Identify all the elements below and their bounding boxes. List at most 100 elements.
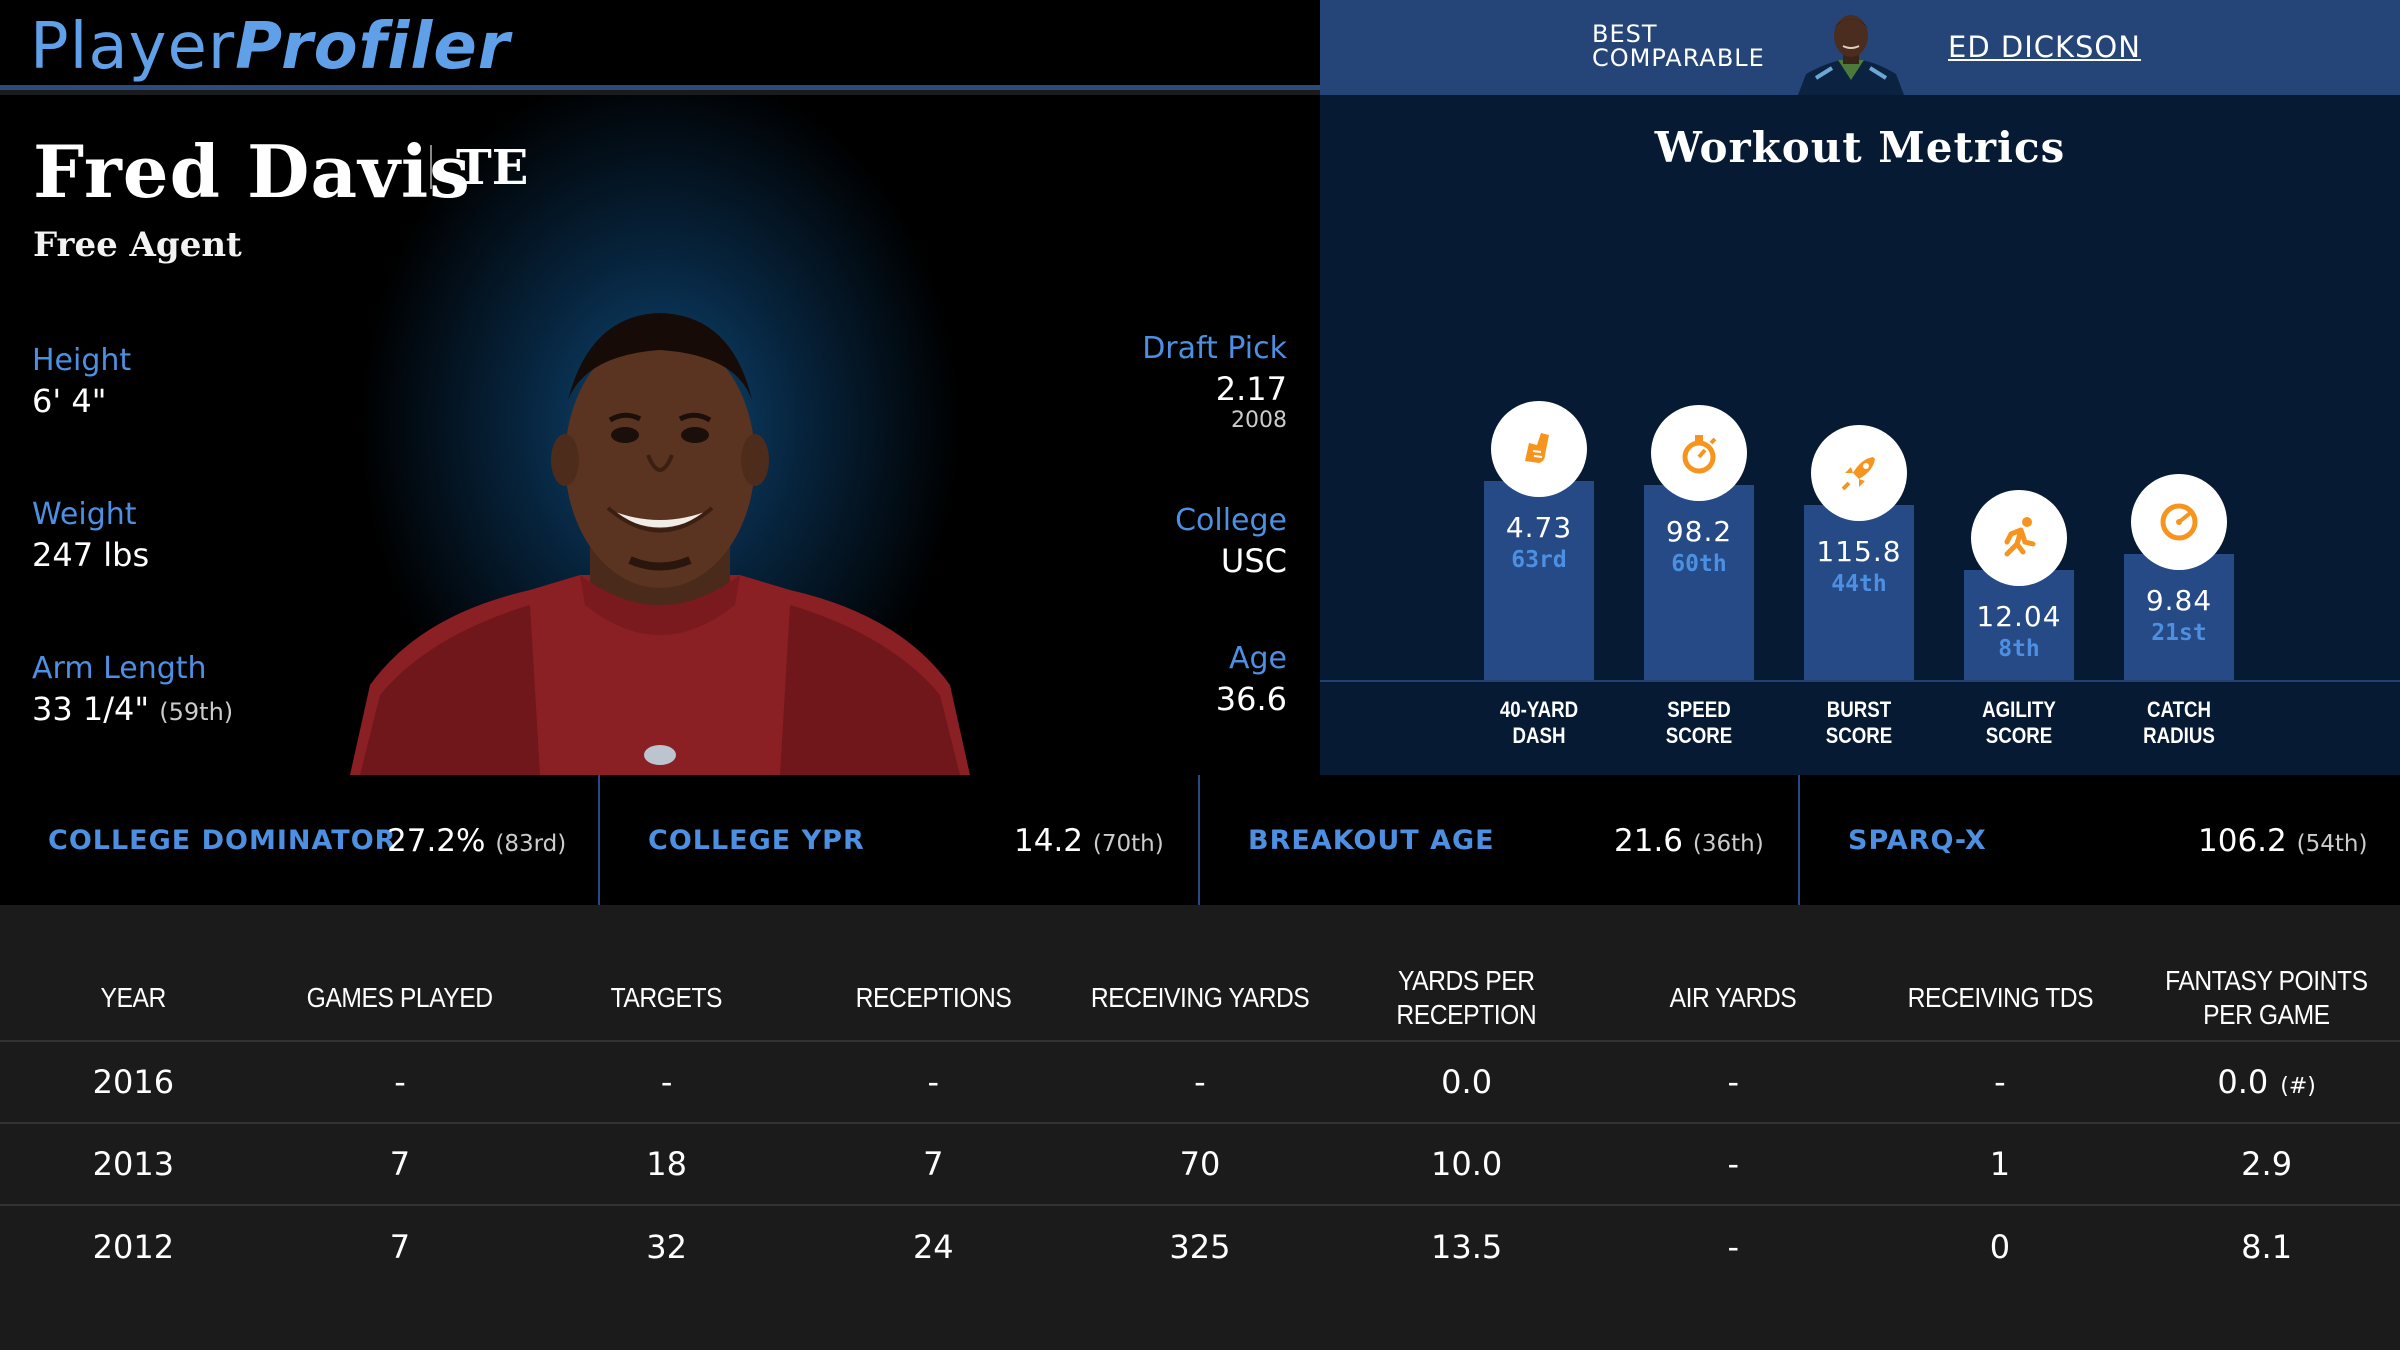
metric-percentile: (36th) <box>1693 831 1764 857</box>
column-header-year[interactable]: YEAR <box>0 905 267 1041</box>
metric-value-wrap: 21.6 (36th) <box>1614 823 1764 859</box>
table-row: 2012 7 32 24 325 13.5 - 0 8.1 <box>0 1205 2400 1287</box>
workout-bar-label: BURST SCORE <box>1791 697 1927 749</box>
metric-percentile: (83rd) <box>495 831 566 857</box>
position-divider <box>430 145 432 189</box>
table-cell: - <box>1600 1205 1867 1287</box>
age-stat: Age 36.6 <box>1216 641 1287 718</box>
workout-bar-rank: 44th <box>1804 571 1914 597</box>
metric-college-ypr[interactable]: COLLEGE YPR 14.2 (70th) <box>600 775 1200 905</box>
workout-bar-label-line2: RADIUS <box>2111 723 2247 749</box>
workout-bar-value: 12.04 <box>1964 600 2074 633</box>
column-header-games-played[interactable]: GAMES PLAYED <box>267 905 534 1041</box>
metric-percentile: (70th) <box>1093 831 1164 857</box>
player-position: TE <box>456 140 528 196</box>
column-header-receiving-tds[interactable]: RECEIVING TDS <box>1867 905 2134 1041</box>
college-label: College <box>1175 503 1287 538</box>
workout-bar-label-line2: DASH <box>1471 723 1607 749</box>
column-header-receptions[interactable]: RECEPTIONS <box>800 905 1067 1041</box>
column-header-receiving-yards[interactable]: RECEIVING YARDS <box>1067 905 1334 1041</box>
column-header-fantasy-points-per-game[interactable]: FANTASY POINTS PER GAME <box>2133 905 2400 1041</box>
workout-bar-label-line1: BURST <box>1791 697 1927 723</box>
table-cell-value: 0.0 <box>2217 1063 2268 1101</box>
table-cell: 2013 <box>0 1123 267 1205</box>
workout-bar-label: CATCH RADIUS <box>2111 697 2247 749</box>
runner-icon <box>1971 490 2067 586</box>
draft-pick-label: Draft Pick <box>1142 331 1287 366</box>
weight-value: 247 lbs <box>32 536 149 574</box>
running-shoe-icon <box>1491 401 1587 497</box>
player-team: Free Agent <box>33 225 242 265</box>
workout-bar-label-line2: SCORE <box>1951 723 2087 749</box>
table-cell: 0.0 <box>1333 1041 1600 1123</box>
gauge-icon <box>2131 474 2227 570</box>
fantasy-footnote-link[interactable]: (#) <box>2280 1074 2316 1099</box>
best-comparable-player-link[interactable]: ED DICKSON <box>1948 30 2141 64</box>
workout-bar-label-line1: SPEED <box>1631 697 1767 723</box>
workout-bar-label-line1: 40-YARD <box>1471 697 1607 723</box>
table-cell: 70 <box>1067 1123 1334 1205</box>
logo-word-player: Player <box>30 10 235 84</box>
workout-bar-label-line1: AGILITY <box>1951 697 2087 723</box>
season-stats-table: YEAR GAMES PLAYED TARGETS RECEPTIONS REC… <box>0 905 2400 1350</box>
player-profiler-logo[interactable]: PlayerProfiler <box>30 10 510 84</box>
metric-value: 27.2% <box>387 823 485 859</box>
player-name: Fred Davis <box>33 129 471 214</box>
workout-bar-rank: 60th <box>1644 551 1754 577</box>
table-cell: 1 <box>1867 1123 2134 1205</box>
workout-bar-value: 9.84 <box>2124 584 2234 617</box>
age-label: Age <box>1216 641 1287 676</box>
table-cell: - <box>1600 1123 1867 1205</box>
metric-value: 14.2 <box>1014 823 1083 859</box>
table-row: 2016 - - - - 0.0 - - 0.0 (#) <box>0 1041 2400 1123</box>
logo-word-profiler: Profiler <box>235 10 510 84</box>
workout-bar-value: 115.8 <box>1804 535 1914 568</box>
metric-college-dominator[interactable]: COLLEGE DOMINATOR 27.2% (83rd) <box>0 775 600 905</box>
table-cell: 8.1 <box>2133 1205 2400 1287</box>
column-header-targets[interactable]: TARGETS <box>533 905 800 1041</box>
arm-length-label: Arm Length <box>32 651 233 686</box>
arm-length-value: 33 1/4" <box>32 690 149 728</box>
column-header-yards-per-reception[interactable]: YARDS PER RECEPTION <box>1333 905 1600 1041</box>
table-row: 2013 7 18 7 70 10.0 - 1 2.9 <box>0 1123 2400 1205</box>
metric-value: 21.6 <box>1614 823 1683 859</box>
college-metrics-strip: COLLEGE DOMINATOR 27.2% (83rd) COLLEGE Y… <box>0 775 2400 905</box>
best-comparable-line1: BEST <box>1592 22 1765 46</box>
stopwatch-icon <box>1651 405 1747 501</box>
table-cell: 13.5 <box>1333 1205 1600 1287</box>
metric-label: COLLEGE YPR <box>648 825 865 856</box>
best-comparable-bar: BEST COMPARABLE ED DICKSON <box>1320 0 2400 95</box>
metric-sparq-x[interactable]: SPARQ-X 106.2 (54th) <box>1800 775 2400 905</box>
column-header-air-yards[interactable]: AIR YARDS <box>1600 905 1867 1041</box>
workout-bar-label: AGILITY SCORE <box>1951 697 2087 749</box>
table-cell-fantasy: 0.0 (#) <box>2133 1041 2400 1123</box>
table-cell: 2012 <box>0 1205 267 1287</box>
metric-value-wrap: 106.2 (54th) <box>2198 823 2367 859</box>
draft-year: 2008 <box>1142 408 1287 433</box>
workout-bar-label-line2: SCORE <box>1791 723 1927 749</box>
workout-bar-label: SPEED SCORE <box>1631 697 1767 749</box>
comparable-player-avatar[interactable] <box>1798 8 1904 95</box>
age-value: 36.6 <box>1216 680 1287 718</box>
table-cell: - <box>1867 1041 2134 1123</box>
weight-label: Weight <box>32 497 149 532</box>
workout-bar[interactable] <box>2124 554 2234 680</box>
table-cell: - <box>267 1041 534 1123</box>
table-cell: 18 <box>533 1123 800 1205</box>
best-comparable-line2: COMPARABLE <box>1592 46 1765 70</box>
table-cell: - <box>533 1041 800 1123</box>
metric-label: BREAKOUT AGE <box>1248 825 1495 856</box>
arm-length-stat: Arm Length 33 1/4" (59th) <box>32 651 233 728</box>
arm-length-value-wrap: 33 1/4" (59th) <box>32 690 233 728</box>
best-comparable-label: BEST COMPARABLE <box>1592 22 1765 70</box>
table-cell: 0 <box>1867 1205 2134 1287</box>
arm-length-percentile: (59th) <box>159 698 233 726</box>
metric-breakout-age[interactable]: BREAKOUT AGE 21.6 (36th) <box>1200 775 1800 905</box>
college-stat: College USC <box>1175 503 1287 580</box>
height-stat: Height 6' 4" <box>32 343 131 420</box>
player-hero-panel: Fred Davis TE Free Agent Height 6' 4" We… <box>0 95 1320 775</box>
table-cell: 2.9 <box>2133 1123 2400 1205</box>
workout-bars: 4.73 63rd 40-YARD DASH 98.2 60th SPEED SCORE 115… <box>1320 95 2400 775</box>
height-label: Height <box>32 343 131 378</box>
site-header: PlayerProfiler <box>0 0 1320 90</box>
